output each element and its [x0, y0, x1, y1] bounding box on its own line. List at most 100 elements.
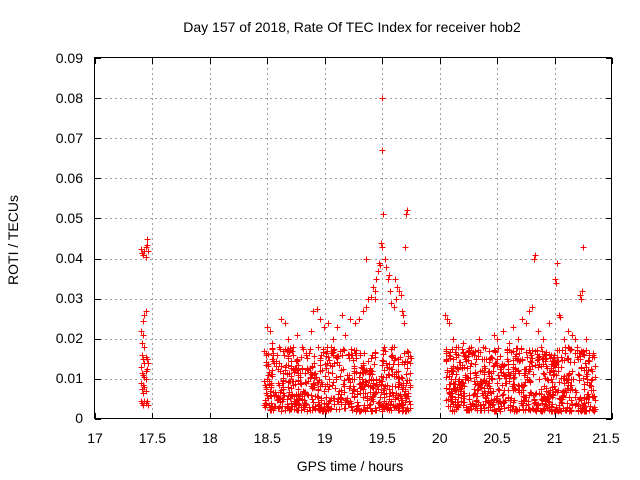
data-point — [559, 400, 566, 407]
data-point — [547, 387, 554, 394]
data-point — [382, 383, 389, 390]
data-point — [296, 395, 303, 402]
data-point — [501, 373, 508, 380]
data-point — [574, 347, 581, 354]
data-point — [553, 372, 560, 379]
data-point — [532, 252, 539, 259]
data-point — [588, 377, 595, 384]
data-point — [515, 367, 522, 374]
data-point — [500, 391, 507, 398]
data-point — [542, 356, 549, 363]
data-point — [532, 362, 539, 369]
data-point — [546, 320, 553, 327]
data-point — [480, 344, 487, 351]
data-point — [564, 385, 571, 392]
data-point — [141, 344, 148, 351]
data-point — [262, 382, 269, 389]
data-point — [553, 280, 560, 287]
data-point — [532, 399, 539, 406]
data-point — [303, 352, 310, 359]
data-point — [368, 294, 375, 301]
data-point — [583, 347, 590, 354]
data-point — [526, 392, 533, 399]
data-point — [546, 369, 553, 376]
data-point — [586, 352, 593, 359]
data-point — [521, 366, 528, 373]
data-point — [445, 403, 452, 410]
data-point — [368, 408, 375, 415]
data-point — [319, 408, 326, 415]
data-point — [300, 388, 307, 395]
data-point — [333, 376, 340, 383]
data-point — [385, 276, 392, 283]
data-point — [274, 397, 281, 404]
data-point — [539, 400, 546, 407]
data-point — [449, 408, 456, 415]
data-point — [369, 396, 376, 403]
data-point — [394, 284, 401, 291]
data-point — [328, 350, 335, 357]
data-point — [550, 361, 557, 368]
data-point — [328, 405, 335, 412]
data-point — [268, 371, 275, 378]
data-point — [368, 355, 375, 362]
data-point — [479, 356, 486, 363]
data-point — [495, 345, 502, 352]
data-point — [586, 358, 593, 365]
data-point — [551, 408, 558, 415]
data-point — [527, 366, 534, 373]
y-tick-label: 0.02 — [56, 330, 83, 346]
data-point — [321, 324, 328, 331]
data-point — [276, 382, 283, 389]
x-tick-label: 17 — [87, 430, 103, 446]
data-point — [589, 368, 596, 375]
data-point — [388, 353, 395, 360]
data-point — [523, 349, 530, 356]
data-point — [280, 377, 287, 384]
data-point — [378, 240, 385, 247]
data-point — [540, 336, 547, 343]
data-point — [540, 370, 547, 377]
data-point — [366, 402, 373, 409]
data-point — [286, 370, 293, 377]
data-point — [357, 408, 364, 415]
data-point — [518, 346, 525, 353]
data-point — [320, 346, 327, 353]
data-point — [407, 370, 414, 377]
data-point — [407, 405, 414, 412]
data-point — [491, 406, 498, 413]
data-point — [312, 370, 319, 377]
data-point — [489, 376, 496, 383]
data-point — [577, 394, 584, 401]
data-point — [140, 390, 147, 397]
data-point — [290, 378, 297, 385]
data-point — [495, 405, 502, 412]
data-point — [347, 316, 354, 323]
data-point — [510, 381, 517, 388]
data-point — [145, 360, 152, 367]
data-point — [491, 347, 498, 354]
data-point — [457, 382, 464, 389]
data-point — [138, 364, 145, 371]
data-point — [552, 388, 559, 395]
data-point — [265, 351, 272, 358]
data-point — [334, 324, 341, 331]
data-point — [264, 376, 271, 383]
data-point — [470, 402, 477, 409]
data-point — [291, 369, 298, 376]
data-point — [468, 360, 475, 367]
data-point — [539, 348, 546, 355]
data-point — [505, 358, 512, 365]
data-point — [277, 389, 284, 396]
data-point — [568, 376, 575, 383]
data-point — [497, 353, 504, 360]
data-point — [307, 375, 314, 382]
data-point — [387, 288, 394, 295]
data-point — [401, 320, 408, 327]
y-axis-title: ROTI / TECUs — [5, 195, 21, 285]
data-point — [534, 357, 541, 364]
data-point — [326, 376, 333, 383]
data-point — [144, 356, 151, 363]
data-point — [559, 389, 566, 396]
data-point — [396, 288, 403, 295]
